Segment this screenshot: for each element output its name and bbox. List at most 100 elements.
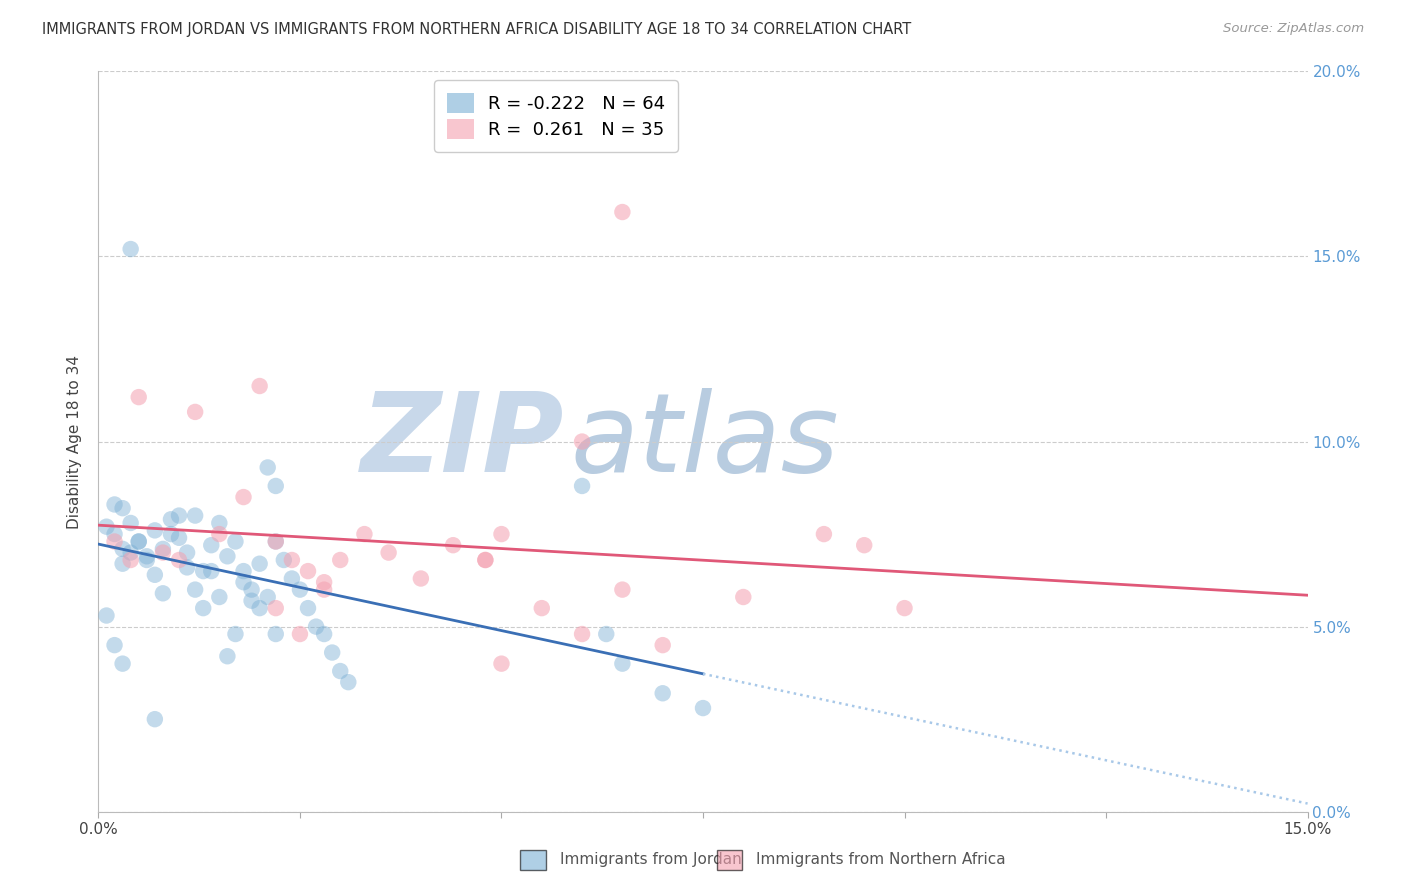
Point xyxy=(232,490,254,504)
Point xyxy=(120,242,142,256)
Point xyxy=(240,582,263,597)
Text: Source: ZipAtlas.com: Source: ZipAtlas.com xyxy=(1223,22,1364,36)
Point xyxy=(733,590,755,604)
Point xyxy=(160,527,183,541)
Point xyxy=(167,531,190,545)
Point xyxy=(321,646,343,660)
Point xyxy=(530,601,553,615)
Point xyxy=(264,479,287,493)
Point xyxy=(103,638,125,652)
Point xyxy=(232,575,254,590)
Point xyxy=(612,657,634,671)
Point xyxy=(409,572,432,586)
Point xyxy=(314,627,336,641)
Point xyxy=(297,564,319,578)
Point xyxy=(353,527,375,541)
Point xyxy=(111,657,134,671)
Point xyxy=(120,516,142,530)
Point xyxy=(256,590,278,604)
Point xyxy=(152,586,174,600)
Point xyxy=(200,538,222,552)
Point xyxy=(167,508,190,523)
Point xyxy=(96,608,118,623)
Point xyxy=(103,527,125,541)
Point xyxy=(111,557,134,571)
Point xyxy=(264,601,287,615)
Point xyxy=(264,627,287,641)
Point xyxy=(571,479,593,493)
Point xyxy=(651,686,673,700)
Point xyxy=(217,549,239,564)
Point xyxy=(176,545,198,560)
Point xyxy=(111,541,134,556)
Point xyxy=(305,619,328,633)
Point xyxy=(329,664,352,678)
Point xyxy=(612,205,634,219)
Point xyxy=(193,601,215,615)
Point xyxy=(120,553,142,567)
Point xyxy=(651,638,673,652)
Point xyxy=(103,498,125,512)
Point xyxy=(571,627,593,641)
Point xyxy=(491,527,513,541)
Point xyxy=(281,553,304,567)
Point xyxy=(853,538,876,552)
Point xyxy=(377,545,399,560)
Point xyxy=(143,567,166,582)
Point xyxy=(273,553,295,567)
Point xyxy=(224,534,246,549)
Point xyxy=(103,534,125,549)
Point xyxy=(281,572,304,586)
Point xyxy=(152,545,174,560)
Point xyxy=(184,582,207,597)
Point xyxy=(256,460,278,475)
Point xyxy=(571,434,593,449)
Point xyxy=(224,627,246,641)
Point xyxy=(288,627,311,641)
Point xyxy=(474,553,496,567)
Point xyxy=(208,590,231,604)
Point xyxy=(143,712,166,726)
Text: Immigrants from Jordan: Immigrants from Jordan xyxy=(560,853,741,867)
Point xyxy=(441,538,464,552)
Y-axis label: Disability Age 18 to 34: Disability Age 18 to 34 xyxy=(67,354,83,529)
Point xyxy=(893,601,915,615)
Point xyxy=(135,553,157,567)
Point xyxy=(200,564,222,578)
Point xyxy=(143,524,166,538)
Text: ZIP: ZIP xyxy=(360,388,564,495)
Text: atlas: atlas xyxy=(569,388,838,495)
Point xyxy=(692,701,714,715)
Point xyxy=(208,516,231,530)
Point xyxy=(184,405,207,419)
Point xyxy=(160,512,183,526)
Point xyxy=(314,575,336,590)
Text: Immigrants from Northern Africa: Immigrants from Northern Africa xyxy=(756,853,1007,867)
Point xyxy=(264,534,287,549)
Point xyxy=(264,534,287,549)
Point xyxy=(111,501,134,516)
Point xyxy=(167,553,190,567)
Point xyxy=(184,508,207,523)
Point xyxy=(128,534,150,549)
Point xyxy=(128,390,150,404)
Point xyxy=(249,379,271,393)
Point xyxy=(595,627,617,641)
Text: IMMIGRANTS FROM JORDAN VS IMMIGRANTS FROM NORTHERN AFRICA DISABILITY AGE 18 TO 3: IMMIGRANTS FROM JORDAN VS IMMIGRANTS FRO… xyxy=(42,22,911,37)
Point xyxy=(176,560,198,574)
Point xyxy=(152,541,174,556)
Point xyxy=(128,534,150,549)
Point xyxy=(135,549,157,564)
Point xyxy=(96,519,118,533)
Point xyxy=(249,557,271,571)
Point xyxy=(337,675,360,690)
Point xyxy=(193,564,215,578)
Point xyxy=(217,649,239,664)
Point xyxy=(612,582,634,597)
Point xyxy=(208,527,231,541)
Point xyxy=(249,601,271,615)
Point xyxy=(314,582,336,597)
Point xyxy=(491,657,513,671)
Point xyxy=(297,601,319,615)
Point xyxy=(240,593,263,607)
